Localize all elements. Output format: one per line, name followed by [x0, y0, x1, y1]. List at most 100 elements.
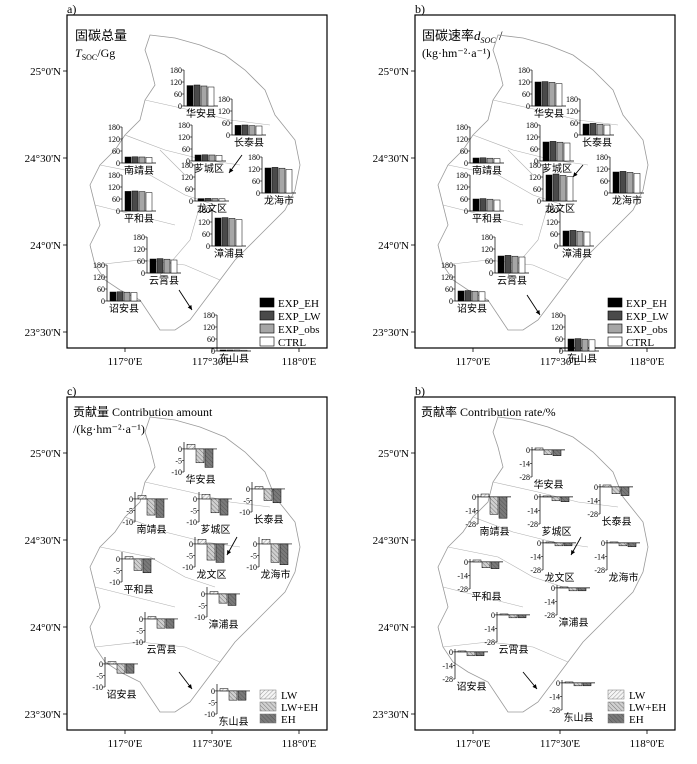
tick-label: 0 — [211, 687, 215, 696]
panel-d-bar-charts: 0 -14 -28 华安县 0 -14 -28 长泰县 0 -14 -28 南靖县 0 -14 -28 芗城区… — [442, 446, 640, 724]
tick-label: 0 — [253, 540, 257, 549]
lon-label: 117°30'E — [540, 738, 580, 750]
bar — [479, 198, 487, 212]
county-chart: 180 120 60 0 东山县 — [203, 311, 251, 365]
tick-label: 0 — [141, 269, 145, 278]
bar — [567, 338, 575, 352]
bar — [285, 169, 293, 194]
panel-c: c) 贡献量 Contribution amount /(kg·hm⁻²·a⁻¹… — [25, 384, 328, 750]
bar — [609, 541, 619, 544]
bar — [149, 258, 157, 274]
tick-label: -5 — [186, 551, 193, 560]
bar — [235, 219, 243, 247]
bar — [272, 488, 282, 504]
bar — [490, 561, 500, 569]
bar — [209, 591, 219, 595]
lat-label: 25°0'N — [30, 66, 61, 78]
bar — [508, 614, 518, 619]
tick-label: 0 — [139, 615, 143, 624]
county-label: 平和县 — [124, 584, 154, 596]
bar — [219, 349, 227, 352]
bar — [186, 444, 196, 450]
bar — [626, 172, 634, 194]
tick-label: -10 — [171, 468, 182, 477]
legend-label: EXP_EH — [278, 298, 319, 310]
bar — [193, 84, 201, 107]
tick-label: 0 — [534, 157, 538, 166]
tick-label: 60 — [222, 119, 230, 128]
tick-label: -28 — [442, 675, 453, 684]
bar — [195, 448, 205, 464]
tick-label: 60 — [182, 145, 190, 154]
bar — [197, 539, 207, 545]
bar — [479, 157, 487, 164]
bar — [123, 291, 131, 302]
bar — [486, 198, 494, 212]
county-chart: 0 -14 -28 东山县 — [549, 679, 595, 724]
tick-label: -14 — [544, 597, 555, 606]
legend-label: EXP_obs — [626, 324, 668, 336]
lat-label: 25°0'N — [378, 66, 409, 78]
tick-label: 60 — [485, 257, 493, 266]
tick-label: 60 — [207, 335, 215, 344]
bar — [574, 338, 582, 352]
bar — [215, 155, 223, 162]
tick-label: 0 — [464, 558, 468, 567]
tick-label: 120 — [133, 245, 145, 254]
bar — [541, 81, 549, 107]
tick-label: 180 — [456, 171, 468, 180]
bar — [493, 158, 501, 164]
tick-label: -14 — [519, 459, 530, 468]
panel-c-lat-labels: 25°0'N 24°30'N 24°0'N 23°30'N — [25, 448, 67, 721]
county-label: 漳浦县 — [214, 247, 244, 260]
tick-label: -5 — [190, 506, 197, 515]
bar — [142, 558, 152, 574]
bar — [278, 167, 286, 194]
tick-label: -5 — [250, 551, 257, 560]
panel-a-lon-labels: 117°0'E 117°30'E 118°0'E — [108, 348, 317, 368]
tick-label: 60 — [445, 285, 453, 294]
legend-swatch — [259, 297, 275, 308]
county-chart: 0 -5 -10 云霄县 — [132, 612, 178, 656]
tick-label: -28 — [544, 611, 555, 620]
lat-label: 23°30'N — [25, 327, 61, 339]
tick-label: 0 — [537, 197, 541, 206]
legend-label: LW+EH — [281, 702, 318, 714]
tick-label: -10 — [122, 518, 133, 527]
tick-label: 180 — [93, 261, 105, 270]
bar — [261, 539, 271, 545]
bar — [480, 493, 490, 498]
bar — [549, 141, 557, 162]
county-chart: 180 120 60 0 龙海市 — [596, 153, 644, 207]
bar — [254, 486, 264, 490]
tick-label: 0 — [537, 539, 541, 548]
tick-label: 60 — [174, 90, 182, 99]
lat-label: 24°30'N — [373, 535, 409, 547]
legend-swatch — [259, 689, 277, 700]
panel-a-letter: a) — [67, 2, 76, 16]
bar — [564, 681, 574, 684]
panel-b-bar-charts: 180120600华安县180120600长泰县180120600南靖县1801… — [441, 66, 644, 365]
tick-label: 0 — [226, 131, 230, 140]
panel-a-lat-labels: 25°0'N 24°30'N 24°0'N 23°30'N — [25, 66, 67, 339]
county-chart: 180 120 60 0 云霄县 — [133, 233, 181, 287]
arrow-head-icon — [229, 168, 234, 173]
panel-c-bar-charts: 0 -5 -10 华安县 0 -5 -10 长泰县 0 -5 -10 南靖县 0 -5 -10 芗城区 0 -5 -… — [92, 442, 292, 728]
tick-label: 60 — [530, 145, 538, 154]
county-label: 龙海市 — [612, 194, 642, 207]
lon-label: 118°0'E — [630, 738, 665, 750]
tick-label: 60 — [460, 195, 468, 204]
county-chart: 0 -5 -10 南靖县 — [122, 492, 168, 536]
bar — [612, 171, 620, 194]
bar — [237, 690, 247, 701]
bar — [210, 498, 220, 514]
panel-b-lat-labels: 25°0'N 24°30'N 24°0'N 23°30'N — [373, 66, 415, 339]
tick-label: 120 — [203, 323, 215, 332]
tick-label: -14 — [484, 624, 495, 633]
legend-label: LW — [629, 690, 646, 702]
bar — [233, 349, 241, 352]
bar — [511, 255, 519, 274]
lat-label: 24°30'N — [25, 153, 61, 165]
legend-swatch — [259, 336, 275, 347]
